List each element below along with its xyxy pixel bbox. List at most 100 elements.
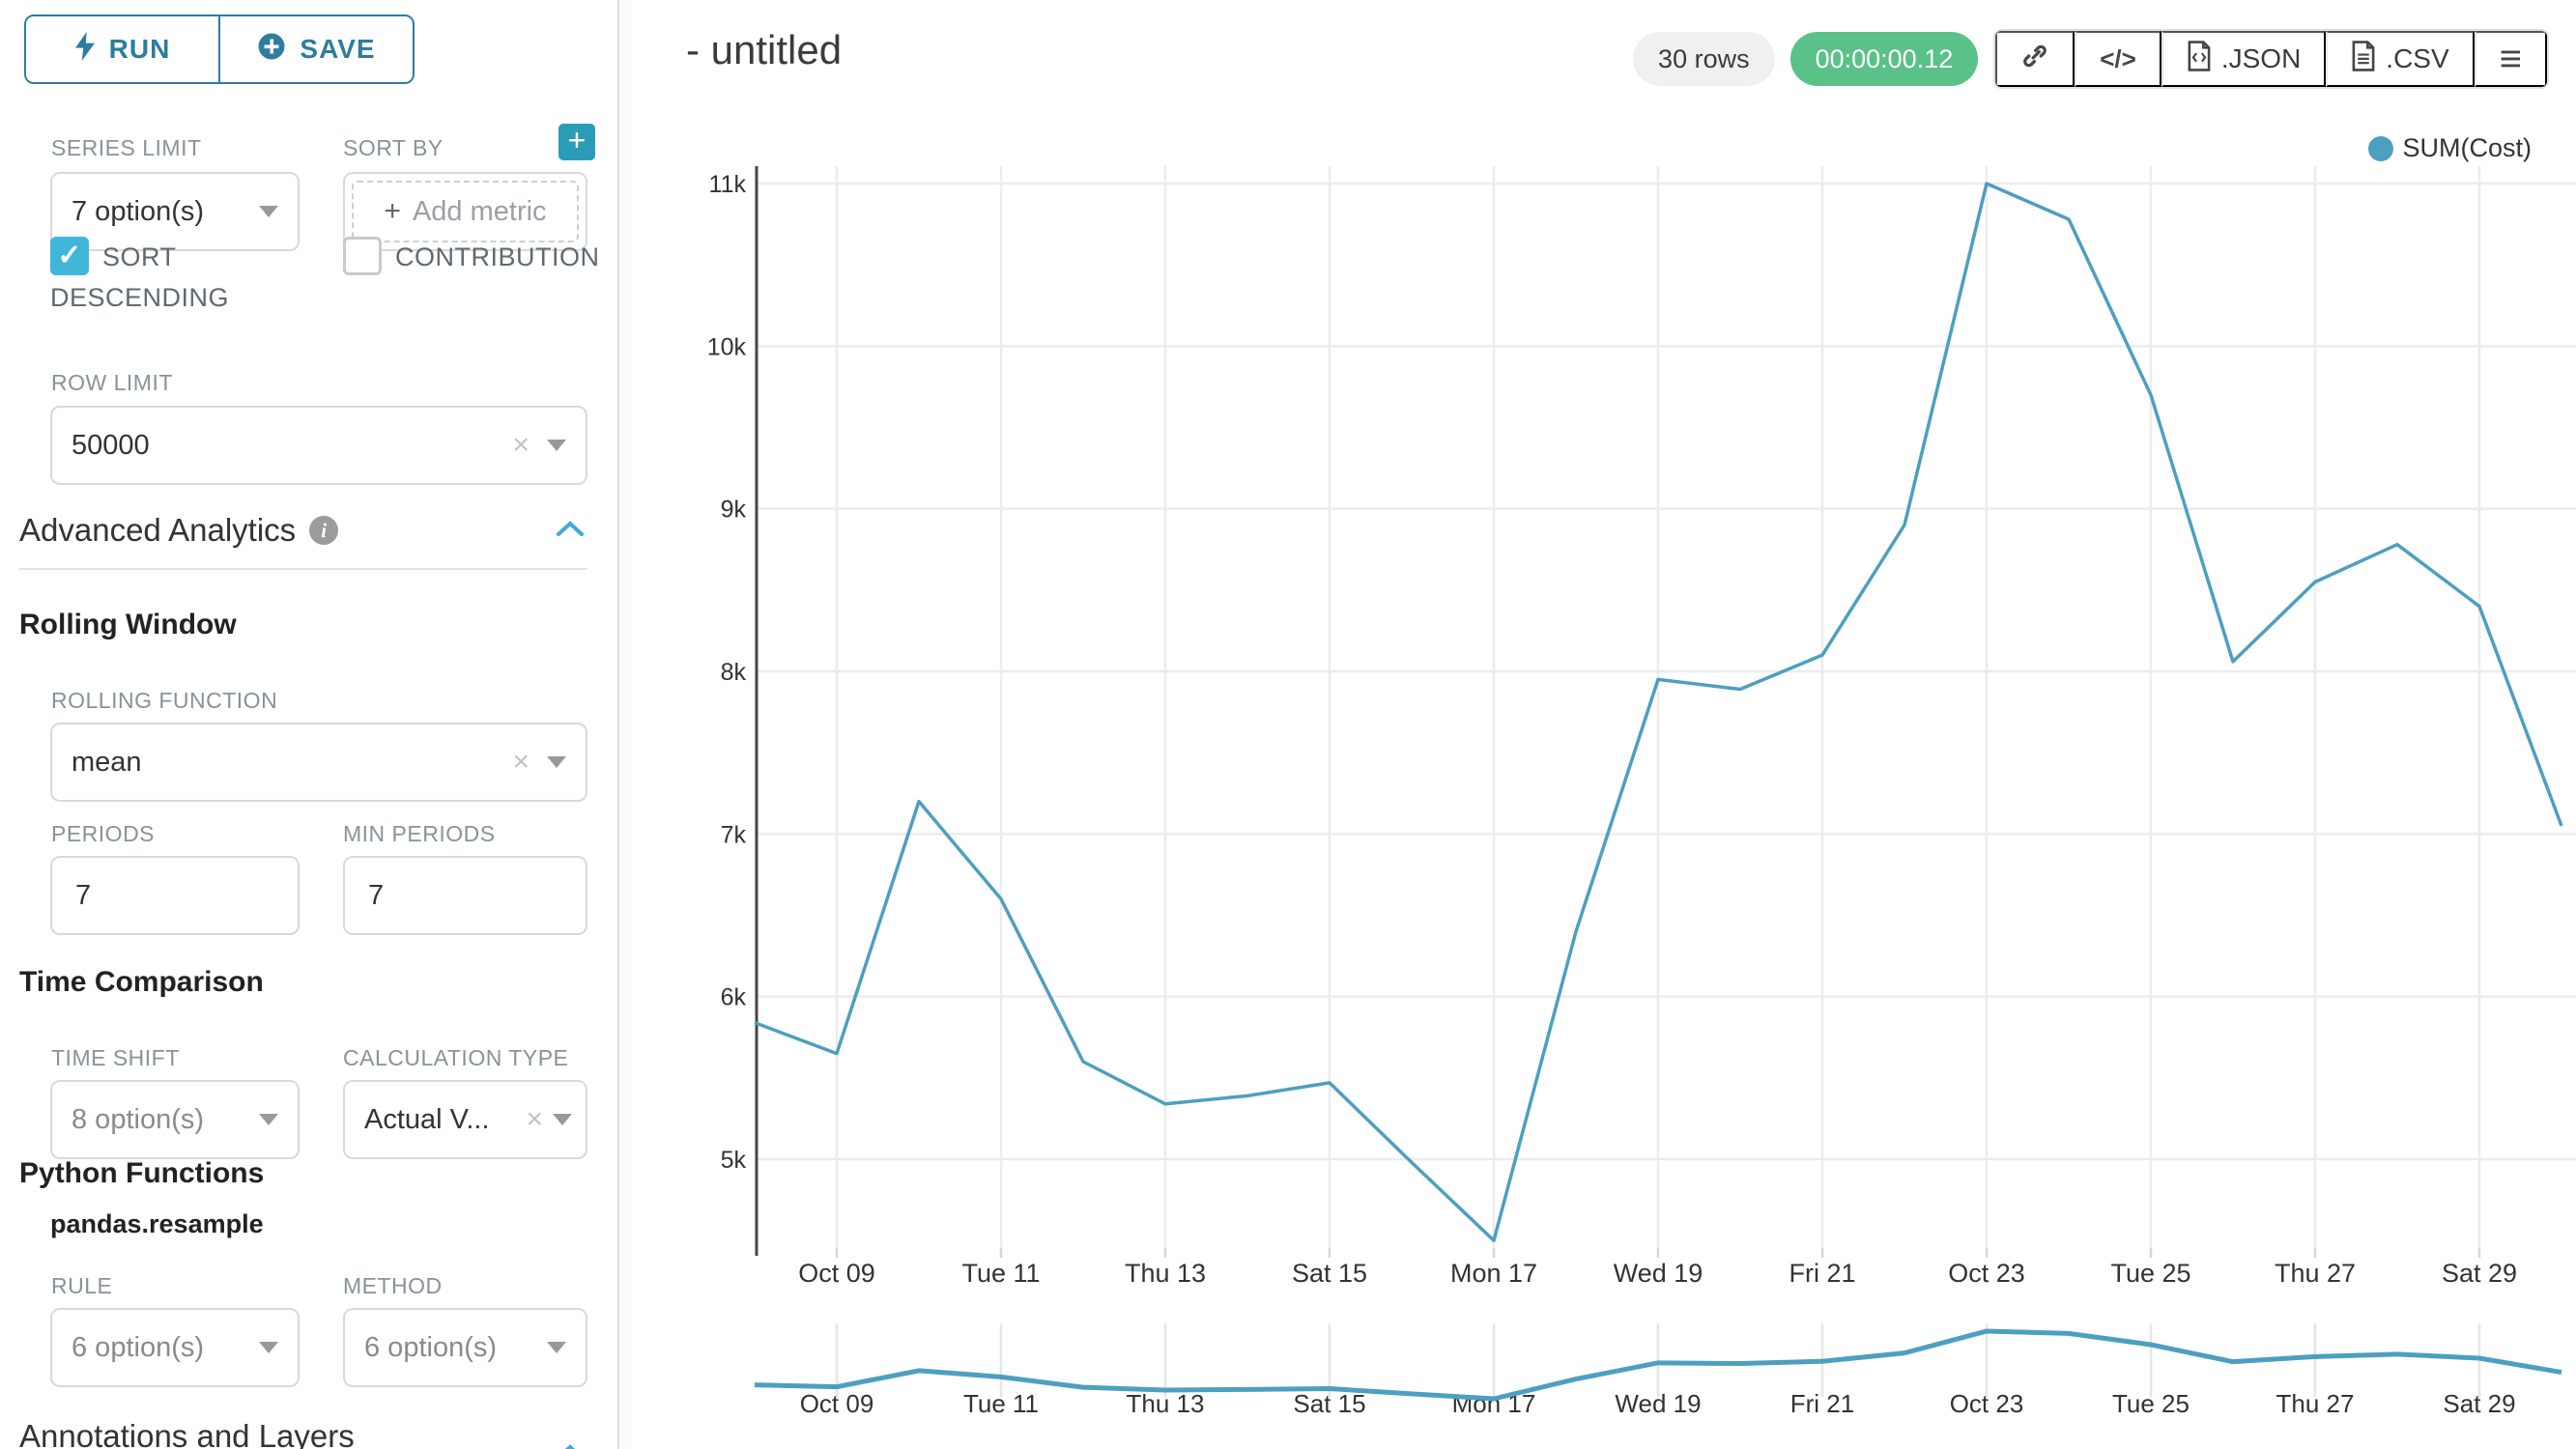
lightning-bolt-icon <box>74 31 96 68</box>
file-json-icon <box>2187 40 2212 78</box>
rule-select[interactable]: 6 option(s) <box>50 1308 300 1387</box>
rolling-function-value: mean <box>72 746 142 778</box>
series-limit-value: 7 option(s) <box>72 195 205 227</box>
clear-icon[interactable]: × <box>512 429 530 461</box>
svg-text:11k: 11k <box>709 171 747 198</box>
row-limit-value: 50000 <box>72 429 150 461</box>
add-sort-metric-button[interactable]: + <box>558 124 595 160</box>
rule-label: RULE <box>51 1273 113 1298</box>
svg-text:Sat 29: Sat 29 <box>2442 1259 2517 1288</box>
method-select[interactable]: 6 option(s) <box>343 1308 587 1387</box>
run-save-button-group: RUN SAVE <box>24 14 415 84</box>
caret-down-icon[interactable] <box>259 1342 278 1353</box>
svg-text:7k: 7k <box>721 821 747 848</box>
svg-text:Oct 09: Oct 09 <box>798 1259 875 1288</box>
svg-text:9k: 9k <box>721 497 747 524</box>
control-panel-sidebar: RUN SAVE SERIES LIMIT SORT BY + 7 option… <box>0 0 619 1449</box>
clear-icon[interactable]: × <box>526 1103 543 1135</box>
collapse-advanced-analytics-chevron-up-icon[interactable] <box>556 520 585 536</box>
plus-circle-icon <box>257 32 286 68</box>
check-icon: ✓ <box>57 240 82 271</box>
svg-text:Thu 13: Thu 13 <box>1127 1389 1205 1418</box>
svg-text:8k: 8k <box>721 659 747 686</box>
contribution-checkbox[interactable] <box>343 237 382 275</box>
save-button[interactable]: SAVE <box>218 16 413 82</box>
svg-text:Oct 09: Oct 09 <box>800 1389 874 1418</box>
export-json-button[interactable]: .JSON <box>2161 31 2327 87</box>
contribution-control[interactable]: CONTRIBUTION <box>343 237 614 277</box>
view-query-button[interactable]: </> <box>2075 31 2161 87</box>
time-shift-value: 8 option(s) <box>72 1103 205 1135</box>
run-button[interactable]: RUN <box>26 16 218 82</box>
collapse-annotations-chevron-up-icon[interactable] <box>556 1443 585 1449</box>
share-link-button[interactable] <box>1995 31 2075 87</box>
calculation-type-select[interactable]: Actual V... × <box>343 1080 587 1159</box>
link-icon <box>2020 42 2049 77</box>
sort-descending-checkbox[interactable]: ✓ <box>50 237 89 275</box>
caret-down-icon[interactable] <box>547 1342 566 1353</box>
method-value: 6 option(s) <box>364 1331 498 1363</box>
sort-by-metric-box[interactable]: + Add metric <box>343 172 587 251</box>
run-button-label: RUN <box>108 34 171 64</box>
rule-value: 6 option(s) <box>72 1331 205 1363</box>
section-divider <box>19 568 587 570</box>
legend-dot-icon <box>2367 135 2393 161</box>
clear-icon[interactable]: × <box>512 746 530 778</box>
svg-text:Tue 11: Tue 11 <box>963 1389 1039 1418</box>
sort-descending-label: SORT DESCENDING <box>50 242 230 312</box>
hamburger-menu-icon: ≡ <box>2499 38 2522 80</box>
caret-down-icon[interactable] <box>259 206 278 217</box>
advanced-analytics-title: Advanced Analytics <box>19 512 297 548</box>
info-icon[interactable]: i <box>309 516 339 545</box>
advanced-analytics-header[interactable]: Advanced Analytics i <box>19 512 339 549</box>
contribution-label: CONTRIBUTION <box>395 242 600 271</box>
pandas-resample-subtitle: pandas.resample <box>50 1209 264 1238</box>
annotations-header[interactable]: Annotations and Layers <box>19 1418 355 1449</box>
export-button-group: </> .JSON <box>1993 29 2549 89</box>
save-button-label: SAVE <box>300 34 376 64</box>
row-limit-select[interactable]: 50000 × <box>50 406 587 485</box>
caret-down-icon[interactable] <box>547 756 566 768</box>
svg-text:Mon 17: Mon 17 <box>1450 1259 1537 1288</box>
svg-text:Fri 21: Fri 21 <box>1789 1259 1855 1288</box>
row-limit-label: ROW LIMIT <box>51 370 173 395</box>
series-limit-label: SERIES LIMIT <box>51 135 202 160</box>
legend-item-sum-cost[interactable]: SUM(Cost) <box>2367 133 2532 163</box>
svg-text:Oct 23: Oct 23 <box>1950 1389 2024 1418</box>
svg-text:Tue 11: Tue 11 <box>961 1259 1040 1288</box>
calculation-type-label: CALCULATION TYPE <box>343 1045 569 1070</box>
plus-icon: + <box>567 123 587 157</box>
caret-down-icon[interactable] <box>553 1114 572 1125</box>
chart-menu-button[interactable]: ≡ <box>2474 31 2547 87</box>
svg-text:Oct 23: Oct 23 <box>1948 1259 2025 1288</box>
caret-down-icon[interactable] <box>259 1114 278 1125</box>
plus-icon: + <box>384 195 401 227</box>
svg-text:Sat 15: Sat 15 <box>1292 1259 1367 1288</box>
svg-text:Thu 13: Thu 13 <box>1125 1259 1206 1288</box>
svg-text:Tue 25: Tue 25 <box>2110 1259 2190 1288</box>
file-csv-icon <box>2351 40 2376 78</box>
series-limit-select[interactable]: 7 option(s) <box>50 172 300 251</box>
rolling-window-title: Rolling Window <box>19 609 237 640</box>
chart-title[interactable]: - untitled <box>686 27 843 72</box>
svg-text:Sat 15: Sat 15 <box>1293 1389 1365 1418</box>
export-csv-button[interactable]: .CSV <box>2326 31 2475 87</box>
time-shift-label: TIME SHIFT <box>51 1045 180 1070</box>
caret-down-icon[interactable] <box>547 440 566 451</box>
python-functions-title: Python Functions <box>19 1157 265 1189</box>
sort-descending-control[interactable]: ✓ SORT DESCENDING <box>50 237 311 318</box>
svg-text:5k: 5k <box>721 1147 747 1174</box>
time-comparison-title: Time Comparison <box>19 966 264 998</box>
code-icon: </> <box>2100 43 2136 73</box>
min-periods-input[interactable] <box>343 856 587 935</box>
chart-header-actions: 30 rows 00:00:00.12 </> <box>1633 29 2549 89</box>
periods-input[interactable] <box>50 856 300 935</box>
svg-text:Sat 29: Sat 29 <box>2443 1389 2515 1418</box>
svg-text:Thu 27: Thu 27 <box>2275 1259 2356 1288</box>
svg-text:6k: 6k <box>721 984 747 1011</box>
range-selector-mini-line <box>754 1328 2562 1402</box>
rolling-function-select[interactable]: mean × <box>50 723 587 802</box>
time-shift-select[interactable]: 8 option(s) <box>50 1080 300 1159</box>
